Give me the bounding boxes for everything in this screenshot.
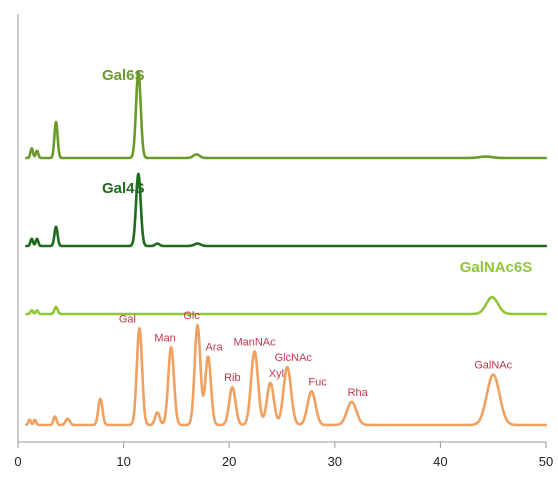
trace-3 xyxy=(25,295,548,316)
peak-label-rha: Rha xyxy=(348,387,369,399)
peak-label-glc: Glc xyxy=(183,310,200,322)
peak-label-mannac: ManNAc xyxy=(233,336,276,348)
trace-1 xyxy=(25,70,548,160)
peak-label-fuc: Fuc xyxy=(308,376,327,388)
chromatogram-traces xyxy=(25,70,548,427)
peak-label-man: Man xyxy=(154,332,175,344)
peak-label-rib: Rib xyxy=(224,372,241,384)
x-tick-label-2: 20 xyxy=(222,454,236,469)
series-label-2: Gal4S xyxy=(102,180,145,197)
series-label-3: GalNAc6S xyxy=(460,259,533,276)
peak-label-glcnac: GlcNAc xyxy=(275,352,313,364)
trace-4 xyxy=(25,323,548,427)
series-labels: Gal6S Gal4S GalNAc6S xyxy=(102,67,532,276)
peak-label-ara: Ara xyxy=(206,342,224,354)
series-label-1: Gal6S xyxy=(102,67,145,84)
x-tick-label-5: 50 xyxy=(539,454,553,469)
peak-label-xyl: Xyl xyxy=(269,368,284,380)
x-axis-ticks xyxy=(17,442,547,448)
x-axis-tick-labels: 0 10 20 30 40 50 xyxy=(14,454,553,469)
x-tick-label-3: 30 xyxy=(328,454,342,469)
trace-2 xyxy=(25,172,548,248)
peak-label-gal: Gal xyxy=(119,313,136,325)
x-tick-label-1: 10 xyxy=(116,454,130,469)
peak-labels: Gal Man Glc Ara Rib ManNAc Xyl GlcNAc Fuc Rha GalN… xyxy=(119,310,513,399)
x-tick-label-0: 0 xyxy=(14,454,21,469)
x-tick-label-4: 40 xyxy=(433,454,447,469)
peak-label-galnac: GalNAc xyxy=(474,360,512,372)
